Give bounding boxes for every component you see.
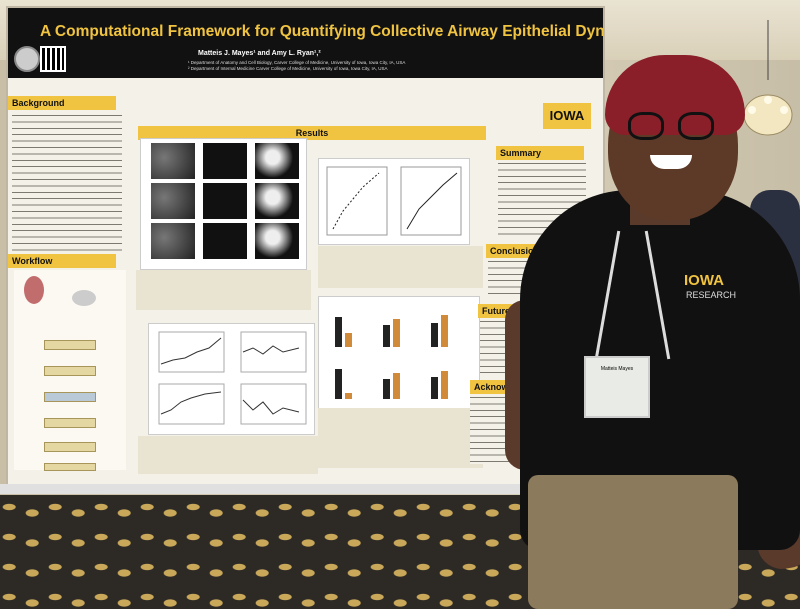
iowa-logo: IOWA <box>543 103 591 129</box>
figure3-caption <box>318 246 483 288</box>
chandelier <box>743 20 793 136</box>
poster-title: A Computational Framework for Quantifyin… <box>40 23 603 40</box>
research-poster: A Computational Framework for Quantifyin… <box>8 8 603 486</box>
glasses-icon <box>628 112 723 140</box>
affiliation-2: ² Department of Internal Medicine Carver… <box>188 66 388 71</box>
workflow-step-5 <box>44 442 96 452</box>
microscopy-c3 <box>255 223 299 259</box>
workflow-diagram <box>14 270 126 471</box>
microscopy-b1 <box>203 143 247 179</box>
trajectory-figure <box>318 158 470 245</box>
microscopy-a3 <box>151 223 195 259</box>
poster-header <box>8 8 603 78</box>
poster-board-base <box>0 484 610 494</box>
poster-affiliations: ¹ Department of Anatomy and Cell Biology… <box>188 60 488 72</box>
poster-authors: Matteis J. Mayes¹ and Amy L. Ryan¹,² <box>198 50 321 57</box>
trajectory-plot <box>326 166 462 236</box>
microscopy-c1 <box>255 143 299 179</box>
microscopy-b2 <box>203 183 247 219</box>
qr-code-icon <box>40 46 66 72</box>
lung-icon <box>24 276 96 306</box>
microscopy-a2 <box>151 183 195 219</box>
timeseries-figure <box>148 323 315 435</box>
smile <box>650 155 692 169</box>
workflow-step-6 <box>44 463 96 471</box>
workflow-step-2 <box>44 366 96 376</box>
bar-charts <box>335 315 448 399</box>
figure1-caption <box>136 270 311 310</box>
section-workflow-heading: Workflow <box>8 254 116 268</box>
microscopy-b3 <box>203 223 247 259</box>
university-seal-icon <box>14 46 40 72</box>
shirt-iowa-logo: IOWA <box>684 272 724 289</box>
name-badge: Matteis Mayes <box>584 356 650 418</box>
figure4-caption <box>318 408 483 468</box>
left-lens <box>628 112 664 140</box>
section-summary-heading: Summary <box>496 146 584 160</box>
workflow-step-4 <box>44 418 96 428</box>
microscopy-c2 <box>255 183 299 219</box>
figure2-caption <box>138 436 318 474</box>
background-text <box>12 112 122 252</box>
right-lens <box>678 112 715 140</box>
section-background-heading: Background <box>8 96 116 110</box>
khaki-pants <box>528 475 738 609</box>
workflow-step-3 <box>44 392 96 402</box>
workflow-step-1 <box>44 340 96 350</box>
segmentation-figure <box>140 138 307 270</box>
section-results-heading: Results <box>138 126 486 140</box>
microscopy-a1 <box>151 143 195 179</box>
shirt-research-text: RESEARCH <box>686 290 737 300</box>
timeseries-plots <box>158 331 307 425</box>
bar-figure <box>318 296 480 410</box>
affiliation-1: ¹ Department of Anatomy and Cell Biology… <box>188 60 406 65</box>
badge-name: Matteis Mayes <box>600 366 634 372</box>
